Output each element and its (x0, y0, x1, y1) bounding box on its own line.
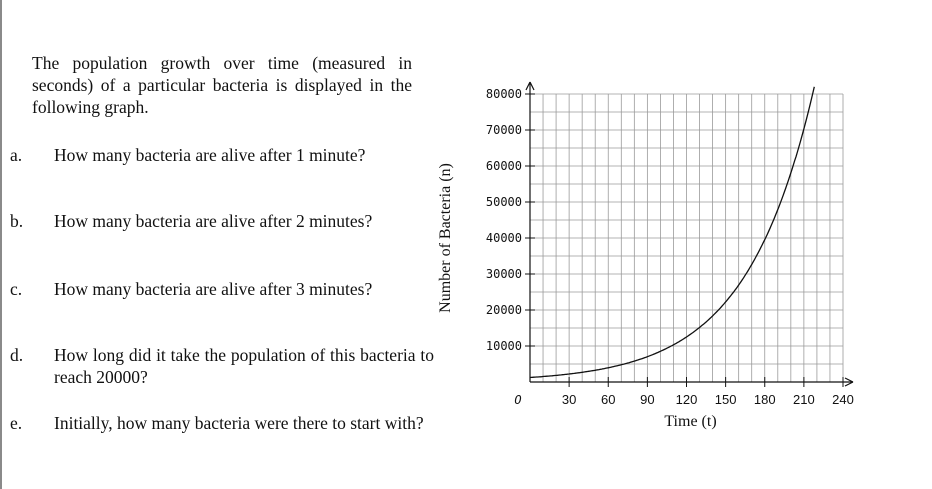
question-e: e. Initially, how many bacteria were ther… (10, 412, 434, 434)
x-tick-label: 120 (676, 392, 698, 407)
question-text: How many bacteria are alive after 1 minu… (54, 145, 366, 165)
origin-label: O (514, 393, 521, 407)
y-axis-label: Number of Bacteria (n) (437, 163, 454, 313)
question-text: How long did it take the population of t… (54, 345, 434, 387)
question-a: a. How many bacteria are alive after 1 mi… (10, 144, 434, 166)
x-tick-label: 150 (715, 392, 737, 407)
y-tick-label: 10000 (486, 339, 522, 353)
question-label: a. (10, 145, 23, 165)
window-border (0, 0, 2, 489)
question-b: b. How many bacteria are alive after 2 mi… (10, 210, 434, 232)
y-tick-label: 20000 (486, 303, 522, 317)
y-tick-label: 60000 (486, 159, 522, 173)
chart-ticks: 10000 20000 30000 40000 50000 60000 70000 80000… (486, 87, 854, 407)
x-tick-label: 180 (754, 392, 776, 407)
y-tick-label: 70000 (486, 123, 522, 137)
problem-intro: The population growth over time (measure… (32, 53, 412, 117)
x-tick-label: 90 (640, 392, 654, 407)
y-tick-label: 80000 (486, 87, 522, 101)
chart-grid (530, 93, 844, 382)
y-tick-label: 30000 (486, 267, 522, 281)
growth-curve (529, 86, 815, 379)
questions-panel: The population growth over time (measure… (10, 52, 434, 433)
x-axis-arrow (844, 377, 854, 387)
question-label: d. (10, 345, 24, 365)
x-axis-label: Time (t) (664, 413, 716, 430)
x-tick-label: 210 (793, 392, 815, 407)
y-tick-label: 40000 (486, 231, 522, 245)
question-label: c. (10, 279, 23, 299)
y-tick-label: 50000 (486, 195, 522, 209)
chart-axes (525, 81, 854, 387)
question-text: Initially, how many bacteria were there … (54, 413, 424, 433)
question-label: e. (10, 413, 23, 433)
question-text: How many bacteria are alive after 3 minu… (54, 279, 373, 299)
x-tick-label: 30 (562, 392, 576, 407)
question-label: b. (10, 211, 24, 231)
x-tick-label: 60 (601, 392, 615, 407)
question-text: How many bacteria are alive after 2 minu… (54, 211, 373, 231)
question-d: d. How long did it take the population of… (10, 344, 434, 388)
question-c: c. How many bacteria are alive after 3 mi… (10, 278, 434, 300)
bacteria-growth-chart: 10000 20000 30000 40000 50000 60000 70000 80000… (437, 81, 854, 430)
y-axis-arrow (525, 81, 535, 91)
x-tick-label: 240 (832, 392, 854, 407)
